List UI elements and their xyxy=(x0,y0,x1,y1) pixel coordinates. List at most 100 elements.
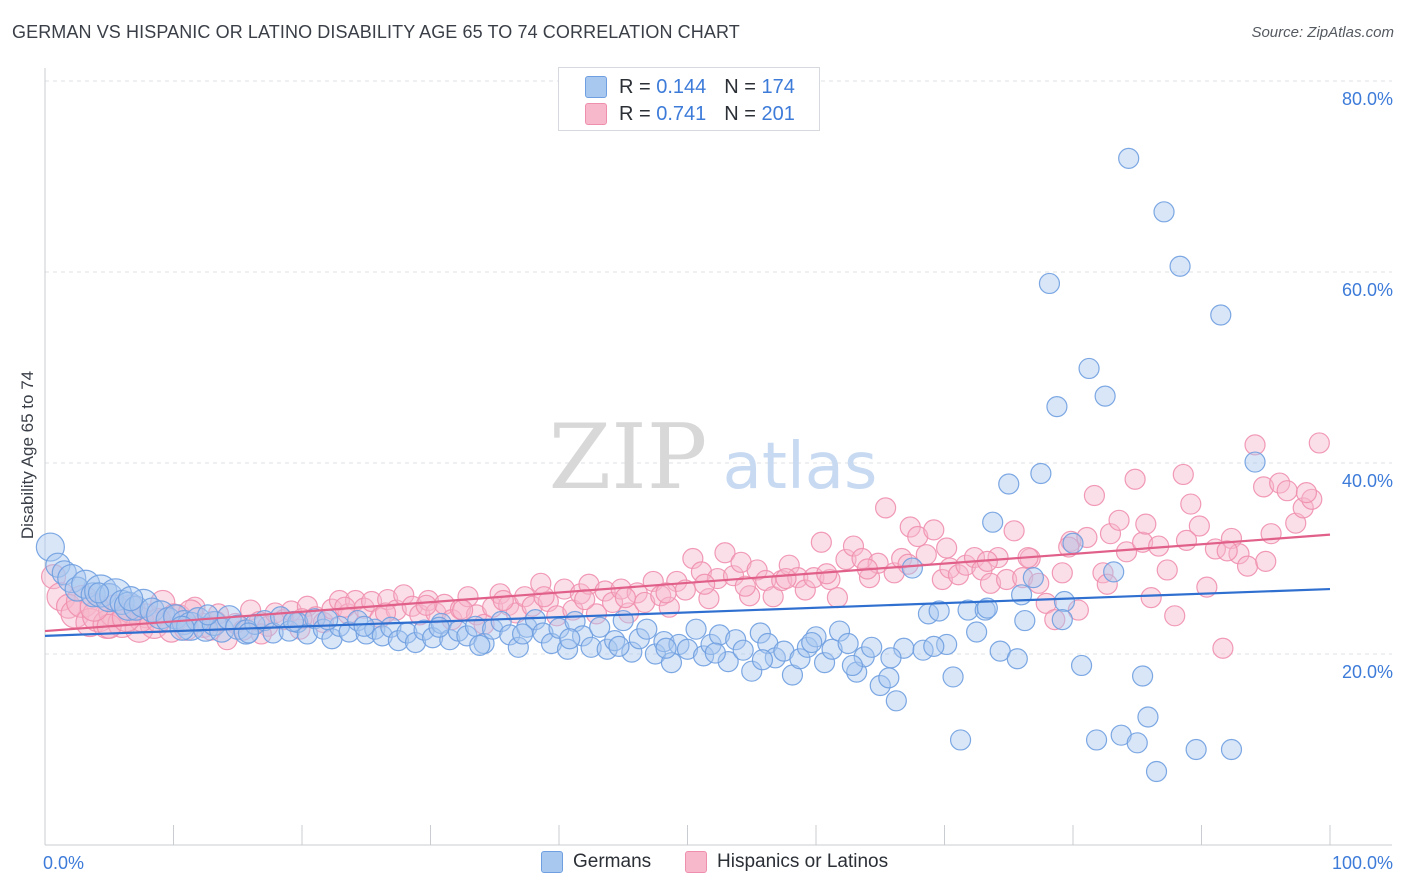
legend-german-r-label: R = xyxy=(619,75,651,98)
hispanic-point xyxy=(842,535,865,557)
german-point xyxy=(660,651,683,674)
hispanic-point xyxy=(810,531,832,553)
german-point xyxy=(1244,451,1266,473)
hispanic-point xyxy=(1156,559,1178,581)
hispanic-point xyxy=(574,588,596,611)
hispanic-point xyxy=(457,586,479,608)
hispanic-point xyxy=(1076,526,1098,549)
bottom-legend-german-label: Germans xyxy=(573,851,652,872)
german-point xyxy=(1185,738,1207,761)
hispanic-point xyxy=(1108,509,1130,531)
y-tick-label: 60.0% xyxy=(1342,280,1393,300)
german-point xyxy=(94,583,124,613)
hispanic-point xyxy=(1092,562,1114,584)
german-point xyxy=(801,631,823,654)
hispanic-point xyxy=(452,599,474,621)
german-point xyxy=(717,651,739,673)
trend-lines xyxy=(44,533,1331,637)
legend-german-r-value: 0.144 xyxy=(656,75,707,98)
hispanic-point xyxy=(533,586,555,608)
hispanic-point xyxy=(734,575,756,597)
german-point xyxy=(225,614,251,640)
tick-labels: 20.0% 40.0% 60.0% 80.0% 0.0% 100.0% xyxy=(43,89,1393,873)
hispanic-point xyxy=(923,519,945,541)
hispanic-point xyxy=(415,594,437,616)
hispanic-point xyxy=(1012,566,1034,589)
german-points xyxy=(35,147,1266,783)
hispanic-point xyxy=(897,553,919,575)
legend-german-swatch xyxy=(585,76,607,98)
german-point xyxy=(580,636,602,658)
x-tick-label-max: 100.0% xyxy=(1332,853,1393,873)
hispanic-point xyxy=(682,547,704,570)
legend-hispanic-swatch xyxy=(585,103,607,125)
hispanic-point xyxy=(1058,536,1080,558)
german-point xyxy=(1006,648,1028,670)
hispanic-point xyxy=(826,587,849,609)
legend-hispanic-n-value: 201 xyxy=(761,102,795,125)
hispanic-point xyxy=(1253,476,1275,498)
german-point xyxy=(571,625,594,647)
hispanic-point xyxy=(936,537,958,559)
german-point xyxy=(1078,357,1100,380)
german-point xyxy=(841,654,864,677)
hispanic-point xyxy=(1269,472,1291,494)
hispanic-point xyxy=(1003,520,1025,542)
hispanic-point xyxy=(835,548,857,571)
german-point xyxy=(118,586,144,612)
hispanic-point xyxy=(775,567,797,590)
german-point xyxy=(949,729,972,751)
hispanic-point xyxy=(1124,468,1146,490)
german-point xyxy=(878,667,900,689)
german-point xyxy=(1030,462,1052,485)
legend-hispanic-n-label: N = xyxy=(724,102,756,125)
hispanic-point xyxy=(1180,493,1202,515)
german-point xyxy=(1145,760,1168,783)
german-point xyxy=(507,636,529,658)
german-point xyxy=(1132,665,1154,687)
german-point xyxy=(1038,272,1061,295)
german-point xyxy=(128,588,159,618)
german-point xyxy=(1085,729,1108,751)
hispanic-point xyxy=(1255,550,1277,572)
legend-hispanic-r-label: R = xyxy=(619,102,651,125)
german-point xyxy=(655,637,677,659)
german-point xyxy=(880,647,902,669)
hispanic-point xyxy=(614,587,636,609)
german-point xyxy=(1220,738,1243,761)
german-point xyxy=(923,635,945,657)
german-point xyxy=(813,651,836,674)
hispanic-point xyxy=(492,589,514,612)
legend-row-german: R = 0.144 N = 174 xyxy=(585,74,795,100)
legend-german-n-value: 174 xyxy=(761,75,795,98)
bottom-legend-hispanic-swatch xyxy=(685,851,707,873)
hispanic-point xyxy=(1175,529,1198,551)
german-point xyxy=(559,628,581,650)
hispanic-point xyxy=(979,572,1002,594)
hispanic-point xyxy=(553,578,575,600)
hispanic-point xyxy=(955,554,977,576)
german-point xyxy=(837,632,859,655)
hispanic-point xyxy=(694,573,716,595)
hispanic-point xyxy=(996,568,1018,591)
legend-hispanic-r-value: 0.741 xyxy=(656,102,707,125)
y-tick-label: 40.0% xyxy=(1342,471,1393,491)
hispanic-point xyxy=(1099,523,1122,545)
hispanic-point xyxy=(1308,432,1330,454)
german-point xyxy=(113,591,144,621)
hispanic-trend-line xyxy=(44,533,1331,633)
hispanic-point xyxy=(931,568,953,591)
german-point xyxy=(828,620,851,642)
german-point xyxy=(869,674,891,697)
german-point xyxy=(885,690,907,712)
axes xyxy=(44,68,1392,846)
hispanic-point xyxy=(714,542,736,564)
german-point xyxy=(976,597,998,619)
german-point xyxy=(725,629,747,651)
hispanic-point xyxy=(1172,463,1194,486)
german-point xyxy=(732,639,754,661)
hispanic-point xyxy=(1216,540,1238,562)
german-point xyxy=(1126,732,1148,754)
hispanic-point xyxy=(875,497,897,519)
